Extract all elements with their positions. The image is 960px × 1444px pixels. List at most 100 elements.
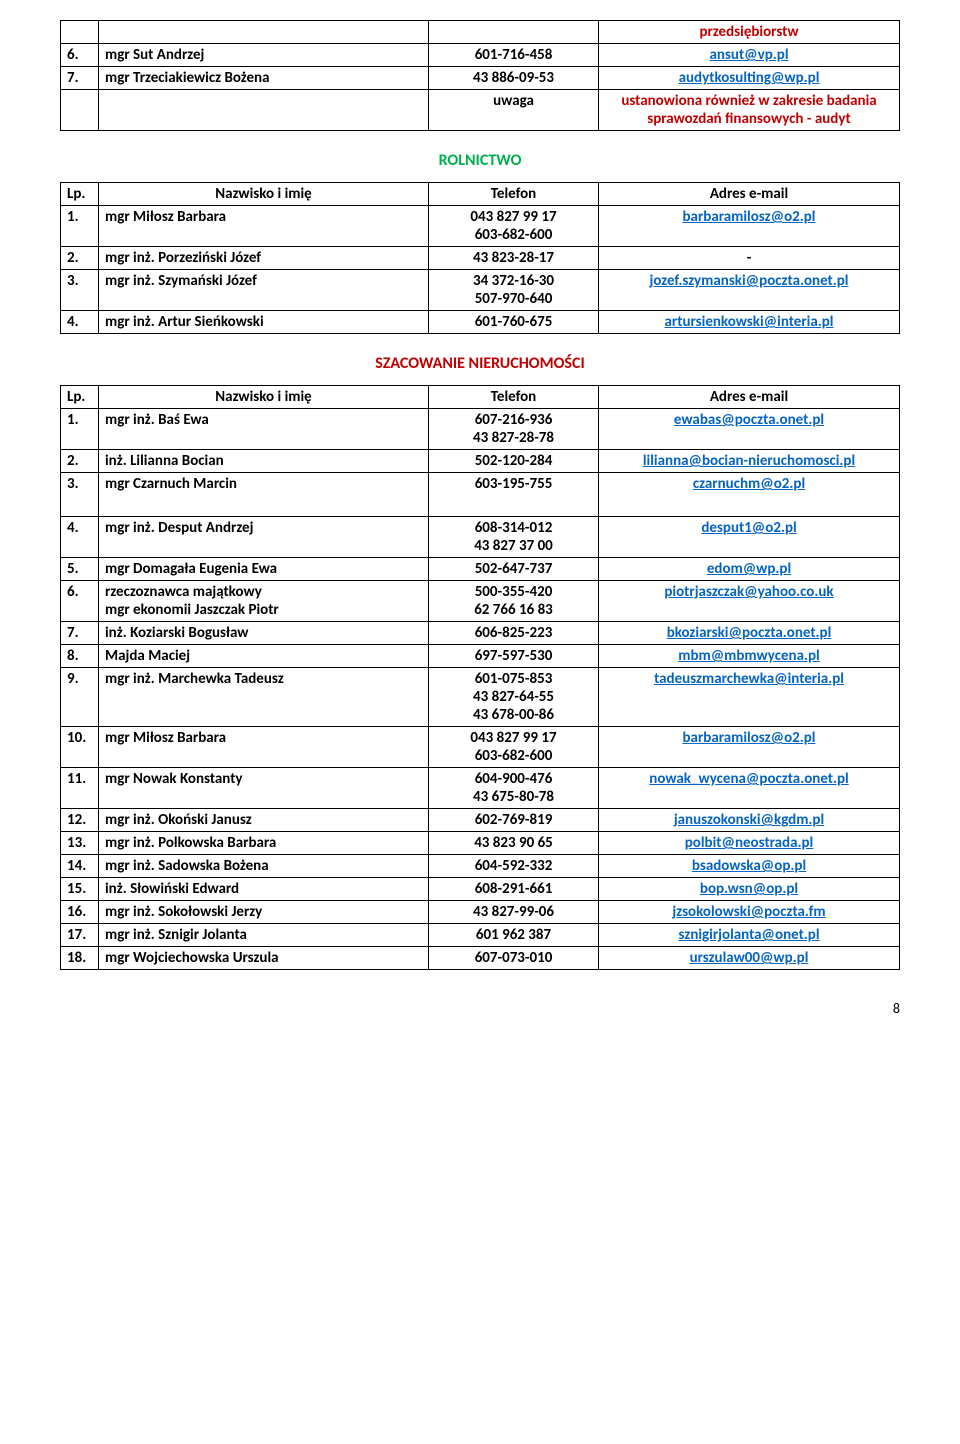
row-phone: 502-647-737 xyxy=(429,558,599,581)
row-phone: 602-769-819 xyxy=(429,809,599,832)
row-num: 17. xyxy=(61,924,99,947)
table-row: 7. inż. Koziarski Bogusław606-825-223bko… xyxy=(61,622,900,645)
row-phone: 604-592-332 xyxy=(429,855,599,878)
row-phone: 601 962 387 xyxy=(429,924,599,947)
row-name xyxy=(99,90,429,131)
row-email: ustanowiona również w zakresie badania s… xyxy=(599,90,900,131)
row-email: ansut@vp.pl xyxy=(599,44,900,67)
row-email: januszokonski@kgdm.pl xyxy=(599,809,900,832)
table-row: uwagaustanowiona również w zakresie bada… xyxy=(61,90,900,131)
row-num: 4. xyxy=(61,517,99,558)
row-name: inż. Koziarski Bogusław xyxy=(99,622,429,645)
row-email: bop.wsn@op.pl xyxy=(599,878,900,901)
table-row: 5.mgr Domagała Eugenia Ewa502-647-737edo… xyxy=(61,558,900,581)
row-name: mgr inż. Artur Sieńkowski xyxy=(99,311,429,334)
col-phone: Telefon xyxy=(429,183,599,206)
row-name: mgr inż. Sadowska Bożena xyxy=(99,855,429,878)
row-name xyxy=(99,21,429,44)
row-phone: 043 827 99 17603-682-600 xyxy=(429,206,599,247)
row-phone: 601-760-675 xyxy=(429,311,599,334)
row-email: czarnuchm@o2.pl xyxy=(599,473,900,517)
row-email: bkoziarski@poczta.onet.pl xyxy=(599,622,900,645)
row-phone: 604-900-47643 675-80-78 xyxy=(429,768,599,809)
top-table: przedsiębiorstw6.mgr Sut Andrzej601-716-… xyxy=(60,20,900,131)
row-phone: 607-073-010 xyxy=(429,947,599,970)
table-row: 8.Majda Maciej697-597-530mbm@mbmwycena.p… xyxy=(61,645,900,668)
table-row: 4.mgr inż. Artur Sieńkowski601-760-675ar… xyxy=(61,311,900,334)
row-phone: 43 823-28-17 xyxy=(429,247,599,270)
col-lp: Lp. xyxy=(61,183,99,206)
row-name: mgr Wojciechowska Urszula xyxy=(99,947,429,970)
table-header-row: Lp.Nazwisko i imięTelefonAdres e-mail xyxy=(61,183,900,206)
row-num: 3. xyxy=(61,270,99,311)
row-phone: 502-120-284 xyxy=(429,450,599,473)
row-phone: 601-716-458 xyxy=(429,44,599,67)
row-name: Majda Maciej xyxy=(99,645,429,668)
row-email: ewabas@poczta.onet.pl xyxy=(599,409,900,450)
row-phone: 43 827-99-06 xyxy=(429,901,599,924)
row-name: mgr Sut Andrzej xyxy=(99,44,429,67)
row-name: inż. Słowiński Edward xyxy=(99,878,429,901)
row-num: 2. xyxy=(61,450,99,473)
row-email: polbit@neostrada.pl xyxy=(599,832,900,855)
row-email: piotrjaszczak@yahoo.co.uk xyxy=(599,581,900,622)
col-email: Adres e-mail xyxy=(599,386,900,409)
table-row: 10.mgr Miłosz Barbara043 827 99 17603-68… xyxy=(61,727,900,768)
row-name: mgr inż. Okoński Janusz xyxy=(99,809,429,832)
row-phone: 43 886-09-53 xyxy=(429,67,599,90)
row-num xyxy=(61,90,99,131)
row-email: tadeuszmarchewka@interia.pl xyxy=(599,668,900,727)
row-name: mgr Miłosz Barbara xyxy=(99,206,429,247)
row-name: mgr inż. Porzeziński Józef xyxy=(99,247,429,270)
row-phone: 43 823 90 65 xyxy=(429,832,599,855)
row-num: 7. xyxy=(61,622,99,645)
row-name: mgr Czarnuch Marcin xyxy=(99,473,429,517)
row-name: mgr inż. Sokołowski Jerzy xyxy=(99,901,429,924)
row-num: 4. xyxy=(61,311,99,334)
row-email: urszulaw00@wp.pl xyxy=(599,947,900,970)
row-num: 14. xyxy=(61,855,99,878)
table-row: 13.mgr inż. Polkowska Barbara43 823 90 6… xyxy=(61,832,900,855)
row-phone: 500-355-42062 766 16 83 xyxy=(429,581,599,622)
row-phone: 697-597-530 xyxy=(429,645,599,668)
row-name: mgr inż. Marchewka Tadeusz xyxy=(99,668,429,727)
page-number: 8 xyxy=(60,1000,900,1017)
table-row: 9. mgr inż. Marchewka Tadeusz601-075-853… xyxy=(61,668,900,727)
row-num: 11. xyxy=(61,768,99,809)
row-phone: uwaga xyxy=(429,90,599,131)
row-email: barbaramilosz@o2.pl xyxy=(599,206,900,247)
row-email: audytkosulting@wp.pl xyxy=(599,67,900,90)
table-row: 3.mgr inż. Szymański Józef34 372-16-3050… xyxy=(61,270,900,311)
row-phone: 608-291-661 xyxy=(429,878,599,901)
table-header-row: Lp.Nazwisko i imięTelefonAdres e-mail xyxy=(61,386,900,409)
row-num: 3. xyxy=(61,473,99,517)
row-num: 15. xyxy=(61,878,99,901)
table-row: 11.mgr Nowak Konstanty604-900-47643 675-… xyxy=(61,768,900,809)
table-row: 18.mgr Wojciechowska Urszula607-073-010u… xyxy=(61,947,900,970)
row-name: rzeczoznawca majątkowymgr ekonomii Jaszc… xyxy=(99,581,429,622)
row-name: mgr inż. Desput Andrzej xyxy=(99,517,429,558)
table-row: 6.mgr Sut Andrzej601-716-458ansut@vp.pl xyxy=(61,44,900,67)
row-name: mgr inż. Sznigir Jolanta xyxy=(99,924,429,947)
row-email: - xyxy=(599,247,900,270)
row-num: 18. xyxy=(61,947,99,970)
row-name: mgr inż. Baś Ewa xyxy=(99,409,429,450)
row-num xyxy=(61,21,99,44)
row-email: sznigirjolanta@onet.pl xyxy=(599,924,900,947)
section-rolnictwo-title: ROLNICTWO xyxy=(60,151,900,170)
row-email: edom@wp.pl xyxy=(599,558,900,581)
row-num: 6. xyxy=(61,44,99,67)
row-num: 13. xyxy=(61,832,99,855)
row-num: 1. xyxy=(61,206,99,247)
row-phone: 043 827 99 17603-682-600 xyxy=(429,727,599,768)
table-row: 3.mgr Czarnuch Marcin603-195-755czarnuch… xyxy=(61,473,900,517)
row-phone: 608-314-01243 827 37 00 xyxy=(429,517,599,558)
row-name: mgr Nowak Konstanty xyxy=(99,768,429,809)
row-phone: 603-195-755 xyxy=(429,473,599,517)
table-row: 14.mgr inż. Sadowska Bożena604-592-332bs… xyxy=(61,855,900,878)
table-row: 15.inż. Słowiński Edward608-291-661bop.w… xyxy=(61,878,900,901)
table-row: 12.mgr inż. Okoński Janusz602-769-819jan… xyxy=(61,809,900,832)
table-row: 1.mgr Miłosz Barbara043 827 99 17603-682… xyxy=(61,206,900,247)
row-num: 12. xyxy=(61,809,99,832)
table-row: 17.mgr inż. Sznigir Jolanta601 962 387sz… xyxy=(61,924,900,947)
